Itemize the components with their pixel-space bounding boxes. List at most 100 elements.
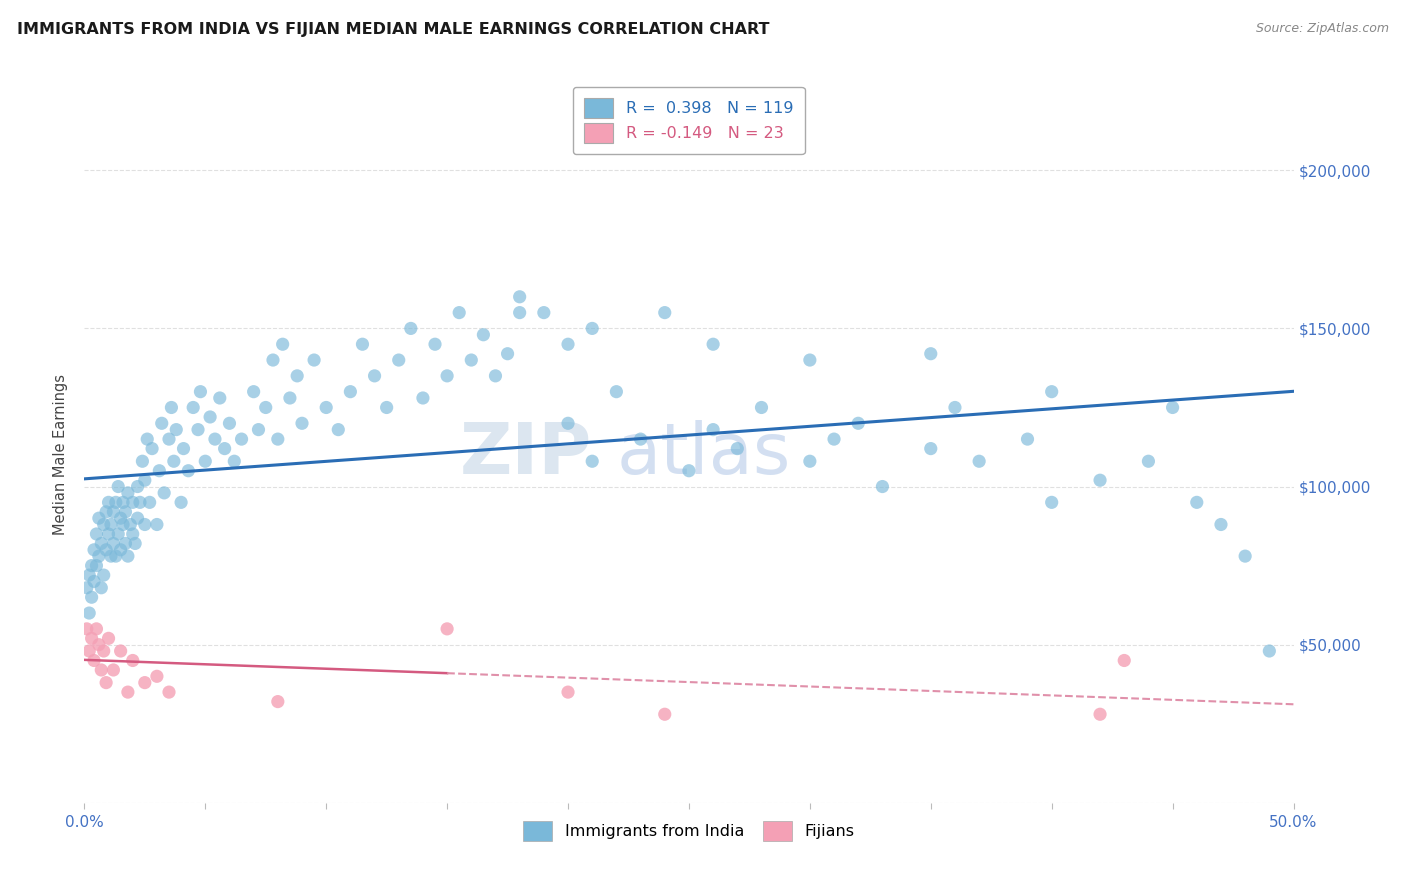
Point [1161,401,1184,415]
Point [131,454,153,468]
Point [823,432,845,446]
Point [134,517,156,532]
Point [291,417,314,431]
Point [177,464,200,478]
Point [224,454,246,468]
Point [127,511,149,525]
Point [114,505,136,519]
Point [846,417,869,431]
Point [412,391,434,405]
Point [146,517,169,532]
Point [157,685,180,699]
Point [76,581,98,595]
Point [112,495,135,509]
Point [114,536,136,550]
Y-axis label: Median Male Earnings: Median Male Earnings [53,375,69,535]
Point [920,442,942,456]
Point [315,401,337,415]
Point [110,644,132,658]
Point [557,685,579,699]
Text: ZIP: ZIP [460,420,592,490]
Point [134,473,156,487]
Point [100,549,122,563]
Point [163,454,186,468]
Point [375,401,398,415]
Point [285,368,308,383]
Point [702,423,724,437]
Point [247,423,270,437]
Point [94,505,117,519]
Point [1017,432,1039,446]
Point [557,337,579,351]
Point [94,542,117,557]
Point [267,695,290,709]
Point [181,401,204,415]
Point [117,486,139,500]
Point [80,632,103,646]
Point [254,401,277,415]
Point [97,527,120,541]
Point [80,591,103,605]
Point [352,337,374,351]
Point [170,495,193,509]
Point [150,417,173,431]
Point [198,409,221,424]
Point [112,517,135,532]
Text: Source: ZipAtlas.com: Source: ZipAtlas.com [1256,22,1389,36]
Point [117,685,139,699]
Point [153,486,176,500]
Point [136,432,159,446]
Point [231,432,253,446]
Point [97,632,120,646]
Point [1185,495,1208,509]
Point [702,337,724,351]
Point [77,644,100,658]
Point [436,368,458,383]
Point [436,622,458,636]
Point [1209,517,1232,532]
Point [107,479,129,493]
Point [271,337,294,351]
Point [121,495,143,509]
Point [146,669,169,683]
Point [302,353,325,368]
Point [363,368,385,383]
Point [87,638,110,652]
Point [605,384,627,399]
Point [920,347,942,361]
Point [581,321,603,335]
Point [90,536,112,550]
Point [1137,454,1160,468]
Point [967,454,990,468]
Point [943,401,966,415]
Point [134,675,156,690]
Point [187,423,209,437]
Point [557,417,579,431]
Point [654,707,676,722]
Point [77,568,100,582]
Point [87,549,110,563]
Point [173,442,195,456]
Point [399,321,422,335]
Point [90,581,112,595]
Point [262,353,284,368]
Point [160,401,183,415]
Point [103,536,125,550]
Point [97,495,120,509]
Point [100,517,122,532]
Point [190,384,212,399]
Point [194,454,217,468]
Point [1114,653,1136,667]
Point [141,442,163,456]
Point [83,542,105,557]
Point [509,305,531,319]
Point [138,495,160,509]
Point [129,495,152,509]
Point [121,527,143,541]
Point [103,663,125,677]
Point [103,505,125,519]
Point [630,432,652,446]
Point [1040,495,1063,509]
Point [86,558,108,573]
Point [104,495,127,509]
